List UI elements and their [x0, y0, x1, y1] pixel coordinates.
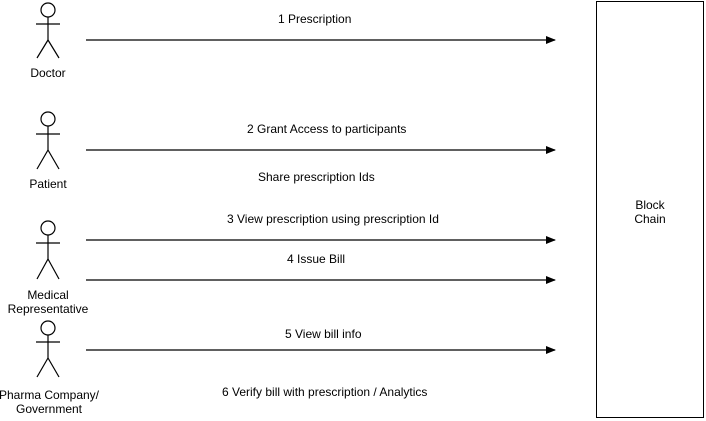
message-label-view-bill-info: 5 View bill info	[285, 327, 362, 341]
actor-medical-rep-icon	[36, 220, 60, 280]
actor-pharma-icon	[36, 320, 60, 378]
message-label-share-ids: Share prescription Ids	[258, 170, 375, 184]
blockchain-label-line1: Block	[635, 198, 665, 212]
actor-patient-icon	[36, 111, 60, 170]
actor-pharma-label: Pharma Company/ Government	[0, 388, 100, 416]
actor-doctor-icon	[36, 2, 60, 59]
blockchain-label: Block Chain	[597, 198, 703, 226]
message-label-verify-bill: 6 Verify bill with prescription / Analyt…	[222, 385, 428, 399]
message-label-grant-access: 2 Grant Access to participants	[247, 122, 407, 136]
message-label-prescription: 1 Prescription	[278, 12, 352, 26]
blockchain-box: Block Chain	[596, 1, 704, 418]
actor-patient-label: Patient	[29, 177, 67, 191]
actor-medical-rep-label: Medical Representative	[7, 288, 89, 316]
blockchain-label-line2: Chain	[634, 212, 666, 226]
actor-doctor-label: Doctor	[30, 66, 66, 80]
message-label-view-prescription: 3 View prescription using prescription I…	[227, 212, 439, 226]
message-label-issue-bill: 4 Issue Bill	[287, 252, 346, 266]
